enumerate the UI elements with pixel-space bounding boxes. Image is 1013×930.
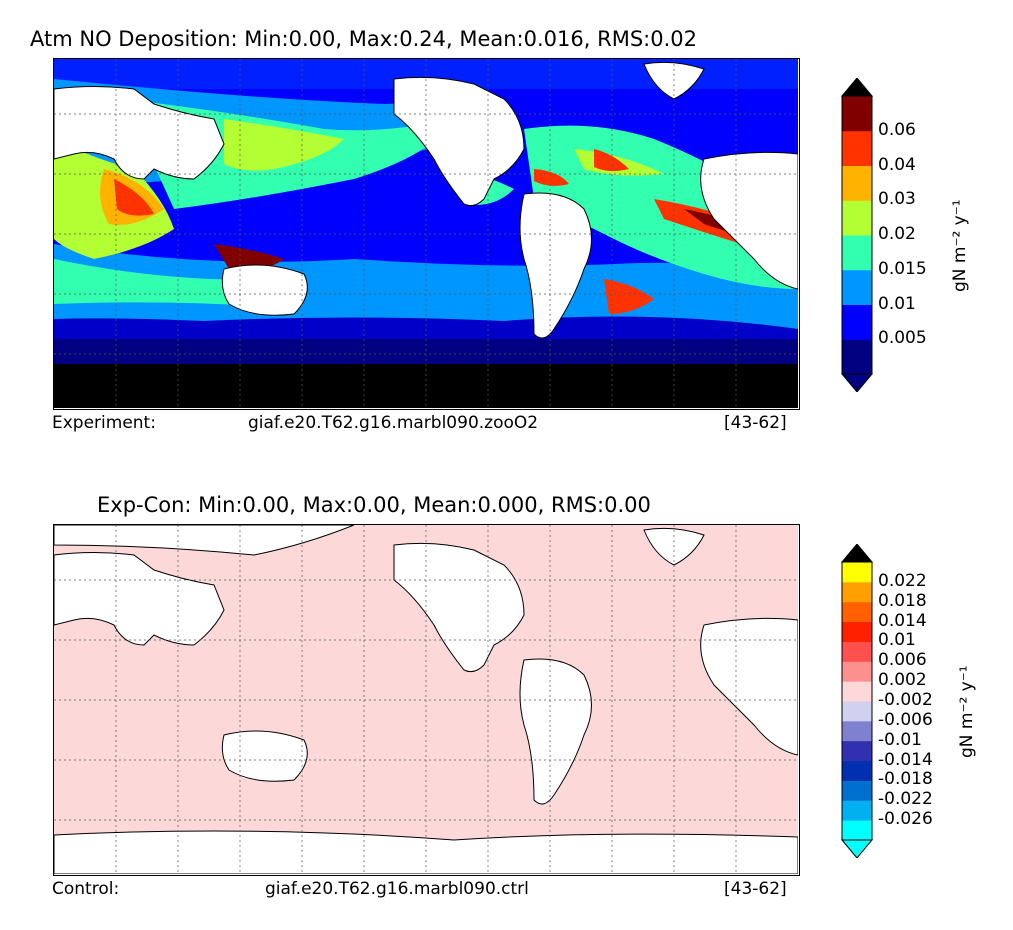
bottom-footer-label: Control:: [52, 879, 120, 899]
top-map-title: Atm NO Deposition: Min:0.00, Max:0.24, M…: [30, 27, 697, 51]
bottom-colorbar-tick-label: 0.01: [878, 630, 916, 651]
top-colorbar-swatch: [842, 269, 872, 305]
africa-shape: [700, 617, 798, 756]
bottom-colorbar-tick-label: -0.026: [878, 809, 933, 830]
bottom-colorbar-swatch: [842, 800, 872, 821]
north-pacific-yellowgreen: [224, 119, 344, 171]
caribbean-red: [534, 169, 569, 186]
top-map-frame: [53, 58, 800, 410]
north-america-shape: [393, 76, 525, 207]
top-footer-years: [43-62]: [724, 413, 787, 433]
bottom-colorbar-swatch: [842, 681, 872, 702]
bottom-colorbar-tick-label: -0.002: [878, 690, 933, 710]
bottom-colorbar-swatch: [842, 740, 872, 762]
bottom-map-title: Exp-Con: Min:0.00, Max:0.00, Mean:0.000,…: [97, 493, 651, 517]
top-colorbar-max-extension: [840, 78, 874, 97]
south-america-shape: [519, 192, 592, 339]
top-colorbar-min-extension: [840, 373, 874, 392]
top-colorbar-swatch: [842, 339, 872, 375]
top-colorbar-swatch: [842, 235, 872, 271]
eurasia-shape: [54, 86, 225, 180]
bottom-colorbar-tick-label: 0.014: [878, 610, 927, 631]
bottom-colorbar-max-extension: [840, 544, 874, 563]
bottom-colorbar-tick-label: 0.006: [878, 650, 927, 671]
bottom-colorbar-swatch: [842, 720, 872, 742]
bottom-colorbar-tick-label: -0.01: [878, 729, 922, 750]
bottom-colorbar-tick-label: 0.018: [878, 590, 927, 611]
top-colorbar-border: [841, 95, 873, 375]
top-deposition-map: [54, 59, 798, 408]
africa-shape: [700, 151, 798, 290]
bottom-colorbar-swatch: [842, 601, 872, 623]
top-colorbar-swatch: [842, 96, 872, 132]
top-colorbar-swatch: [842, 200, 872, 236]
bottom-colorbar-swatch: [842, 820, 872, 841]
eurasia-shape: [54, 552, 225, 646]
bottom-colorbar-swatch: [842, 621, 872, 642]
siberia-shape: [54, 525, 355, 556]
bottom-footer-case: giaf.e20.T62.g16.marbl090.ctrl: [265, 879, 529, 899]
top-colorbar-tick-label: 0.01: [878, 293, 916, 314]
bottom-colorbar-tick-label: -0.014: [878, 749, 933, 770]
bottom-graticule: [54, 525, 798, 874]
bottom-colorbar-swatch: [842, 581, 872, 603]
north-america-shape: [393, 542, 525, 673]
top-colorbar-tick-label: 0.015: [878, 258, 927, 279]
top-unit-text: gN m⁻² y⁻¹: [950, 199, 970, 292]
bottom-colorbar-swatch: [842, 641, 872, 662]
top-colorbar-swatch: [842, 304, 872, 340]
bottom-colorbar-tick-label: -0.022: [878, 789, 933, 810]
south-america-shape: [519, 658, 592, 805]
bay-of-bengal-red: [114, 179, 154, 216]
bottom-unit-text: gN m⁻² y⁻¹: [957, 665, 977, 758]
top-colorbar: [840, 78, 874, 392]
bottom-colorbar-swatch: [842, 701, 872, 722]
australia-shape: [221, 264, 308, 316]
top-colorbar-tick-label: 0.005: [878, 328, 927, 349]
bottom-colorbar-tick-label: 0.002: [878, 670, 927, 691]
bottom-footer-years: [43-62]: [724, 879, 787, 899]
top-footer-case: giaf.e20.T62.g16.marbl090.zooO2: [248, 413, 539, 433]
bottom-colorbar-tick-label: 0.022: [878, 570, 927, 591]
top-colorbar-unit-label: gN m⁻² y⁻¹: [950, 199, 970, 292]
top-colorbar-tick-label: 0.04: [878, 154, 916, 175]
bottom-difference-map: [54, 525, 798, 874]
bottom-colorbar-border: [841, 561, 873, 841]
gulf-stream-red: [594, 149, 629, 172]
top-colorbar-tick-label: 0.06: [878, 119, 916, 140]
bottom-map-frame: [53, 524, 800, 876]
top-colorbar-swatch: [842, 130, 872, 166]
south-atlantic-red: [604, 279, 654, 314]
top-colorbar-swatch: [842, 165, 872, 201]
bottom-colorbar-tick-label: -0.006: [878, 709, 933, 730]
australia-shape: [221, 730, 308, 782]
bottom-colorbar-swatch: [842, 661, 872, 682]
australia-north-darkred: [214, 244, 284, 271]
top-colorbar-tick-label: 0.03: [878, 189, 916, 210]
bottom-colorbar-swatch: [842, 760, 872, 781]
bottom-colorbar-unit-label: gN m⁻² y⁻¹: [957, 665, 977, 758]
top-footer-label: Experiment:: [52, 413, 156, 433]
bottom-colorbar-tick-label: -0.018: [878, 769, 933, 790]
bottom-colorbar-min-extension: [840, 839, 874, 858]
bottom-colorbar-swatch: [842, 780, 872, 801]
bottom-colorbar-swatch: [842, 562, 872, 583]
bottom-colorbar: [840, 544, 874, 858]
top-graticule: [54, 59, 798, 408]
top-colorbar-tick-label: 0.02: [878, 224, 916, 244]
